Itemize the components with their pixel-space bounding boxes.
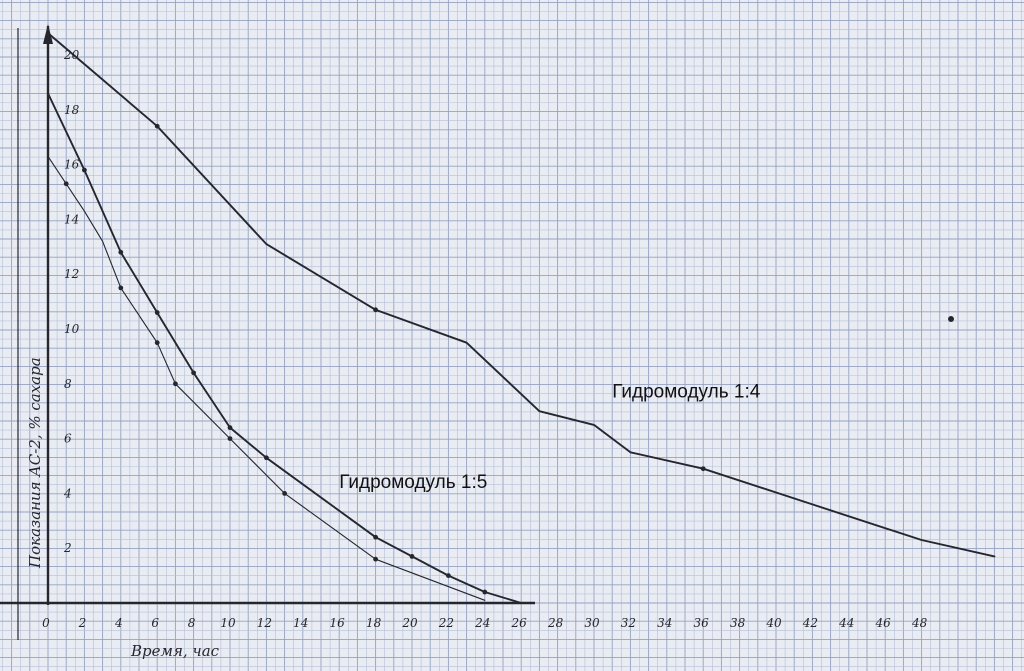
x-tick-label: 10 (220, 616, 236, 630)
ink-dot (948, 316, 954, 322)
data-point (118, 249, 124, 255)
x-tick-label: 46 (875, 616, 892, 630)
x-tick-label: 26 (511, 616, 528, 630)
y-tick-label: 16 (64, 158, 80, 172)
y-tick-label: 18 (64, 103, 80, 117)
x-tick-label: 8 (188, 616, 196, 630)
x-tick-label: 48 (911, 616, 928, 630)
x-tick-label: 42 (802, 616, 818, 630)
series-line (47, 155, 486, 601)
data-point (227, 425, 233, 431)
data-point (264, 455, 269, 461)
axes (0, 24, 535, 640)
y-tick-label: 14 (64, 212, 79, 226)
series-annotation: Гидромодуль 1:5 (339, 472, 487, 493)
x-tick-label: 28 (547, 616, 564, 630)
data-point (82, 167, 87, 173)
data-point (482, 589, 488, 595)
data-point (373, 556, 378, 562)
x-tick-label: 16 (330, 616, 346, 630)
x-tick-label: 32 (621, 616, 636, 630)
data-point (282, 491, 287, 496)
x-tick-label: 30 (584, 616, 600, 630)
x-tick-label: 12 (257, 616, 272, 630)
x-tick-label: 4 (114, 616, 123, 630)
series-line (47, 92, 523, 604)
x-tick-label: 6 (151, 616, 159, 630)
x-tick-label: 38 (730, 616, 746, 630)
data-point (154, 123, 160, 129)
data-point (63, 181, 69, 187)
data-point (446, 573, 451, 578)
y-axis-title: Показания АС-2, % сахара (26, 357, 44, 569)
data-point (118, 285, 124, 291)
y-tick-label: 2 (63, 541, 72, 555)
x-tick-label: 2 (78, 616, 87, 630)
data-point (700, 466, 706, 472)
y-tick-label: 4 (63, 486, 72, 500)
y-tick-label: 12 (64, 267, 79, 281)
data-point (227, 436, 233, 441)
x-tick-label: 20 (401, 616, 418, 630)
y-tick-label: 8 (64, 377, 72, 391)
data-point (173, 381, 178, 387)
x-tick-label: 40 (765, 616, 782, 630)
y-tick-label: 6 (64, 432, 72, 446)
series-line (47, 32, 996, 558)
x-tick-label: 24 (474, 616, 490, 630)
x-tick-label: 18 (366, 616, 382, 630)
data-point (373, 534, 378, 540)
data-point (154, 340, 160, 346)
x-tick-label: 14 (293, 616, 308, 630)
tick-labels: 0 2 4 6 8 10 12 14 16 18 20 22 24 26 28 30 32 34 36 38 40 42 4… (26, 48, 928, 660)
data-point (409, 554, 415, 559)
x-tick-label: 22 (438, 616, 454, 630)
x-tick-label: 34 (657, 616, 672, 630)
series-group (47, 32, 996, 604)
data-point (191, 370, 197, 376)
x-tick-label: 44 (838, 616, 854, 630)
y-tick-label: 10 (64, 322, 80, 336)
series-annotation: Гидромодуль 1:4 (612, 382, 761, 403)
x-tick-label: 36 (694, 616, 710, 630)
x-axis-title: Время, час (130, 642, 220, 660)
data-point (154, 310, 160, 315)
y-tick-label: 20 (63, 48, 80, 62)
x-tick-label: 0 (42, 616, 50, 630)
data-point (373, 307, 378, 313)
